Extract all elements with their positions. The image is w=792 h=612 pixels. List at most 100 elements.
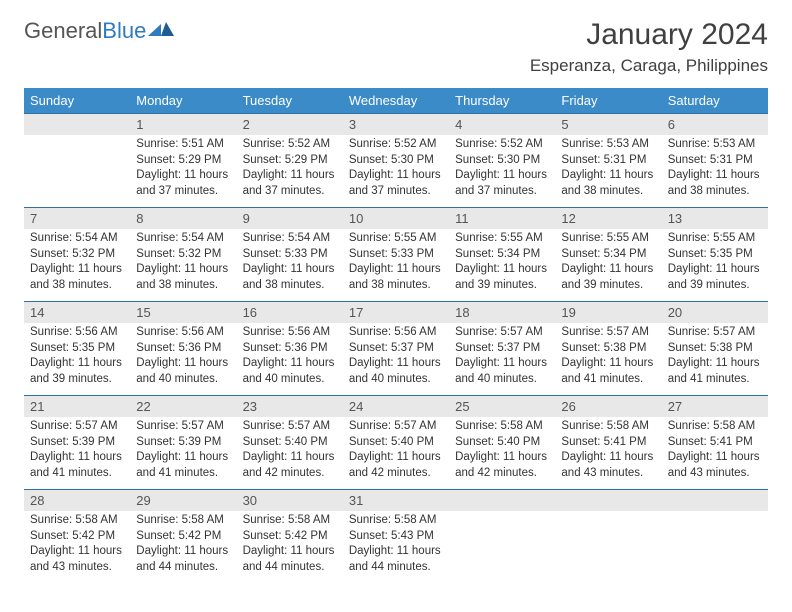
- info-line: Sunset: 5:37 PM: [455, 341, 549, 357]
- day-number-row: 28293031: [24, 490, 768, 512]
- day-header: Monday: [130, 88, 236, 114]
- day-number: 16: [237, 302, 343, 324]
- info-line: Sunrise: 5:56 AM: [243, 325, 337, 341]
- info-line: Sunrise: 5:58 AM: [349, 513, 443, 529]
- day-info: Sunrise: 5:53 AMSunset: 5:31 PMDaylight:…: [555, 135, 661, 208]
- info-line: Sunset: 5:42 PM: [30, 529, 124, 545]
- day-info: Sunrise: 5:52 AMSunset: 5:29 PMDaylight:…: [237, 135, 343, 208]
- info-line: Sunrise: 5:56 AM: [136, 325, 230, 341]
- day-number: 4: [449, 114, 555, 136]
- info-line: and 40 minutes.: [243, 372, 337, 388]
- day-header: Wednesday: [343, 88, 449, 114]
- logo-text-1: General: [24, 18, 102, 44]
- day-header: Friday: [555, 88, 661, 114]
- info-line: Sunset: 5:41 PM: [561, 435, 655, 451]
- info-line: Sunset: 5:33 PM: [349, 247, 443, 263]
- info-line: Sunrise: 5:58 AM: [668, 419, 762, 435]
- info-line: and 43 minutes.: [668, 466, 762, 482]
- info-line: Sunrise: 5:54 AM: [136, 231, 230, 247]
- info-line: and 42 minutes.: [243, 466, 337, 482]
- info-line: Sunset: 5:29 PM: [243, 153, 337, 169]
- day-info: Sunrise: 5:52 AMSunset: 5:30 PMDaylight:…: [343, 135, 449, 208]
- info-line: Sunset: 5:42 PM: [136, 529, 230, 545]
- day-number: 22: [130, 396, 236, 418]
- info-line: Daylight: 11 hours: [136, 356, 230, 372]
- info-line: Sunset: 5:30 PM: [455, 153, 549, 169]
- info-line: and 37 minutes.: [243, 184, 337, 200]
- day-info: Sunrise: 5:56 AMSunset: 5:35 PMDaylight:…: [24, 323, 130, 396]
- info-line: Daylight: 11 hours: [30, 450, 124, 466]
- day-number: 20: [662, 302, 768, 324]
- day-number-row: 21222324252627: [24, 396, 768, 418]
- day-number: 26: [555, 396, 661, 418]
- day-info: Sunrise: 5:58 AMSunset: 5:41 PMDaylight:…: [555, 417, 661, 490]
- day-number: 25: [449, 396, 555, 418]
- day-number: 23: [237, 396, 343, 418]
- info-line: Daylight: 11 hours: [455, 450, 549, 466]
- info-line: Daylight: 11 hours: [30, 544, 124, 560]
- day-number: 1: [130, 114, 236, 136]
- info-line: Daylight: 11 hours: [455, 262, 549, 278]
- day-info: Sunrise: 5:51 AMSunset: 5:29 PMDaylight:…: [130, 135, 236, 208]
- info-line: Daylight: 11 hours: [561, 450, 655, 466]
- info-line: and 41 minutes.: [30, 466, 124, 482]
- day-info: Sunrise: 5:58 AMSunset: 5:42 PMDaylight:…: [130, 511, 236, 583]
- info-line: Sunset: 5:30 PM: [349, 153, 443, 169]
- info-line: Sunrise: 5:55 AM: [349, 231, 443, 247]
- info-line: and 39 minutes.: [668, 278, 762, 294]
- info-line: and 44 minutes.: [349, 560, 443, 576]
- day-info: Sunrise: 5:58 AMSunset: 5:40 PMDaylight:…: [449, 417, 555, 490]
- info-line: and 38 minutes.: [30, 278, 124, 294]
- day-info-row: Sunrise: 5:57 AMSunset: 5:39 PMDaylight:…: [24, 417, 768, 490]
- day-info-row: Sunrise: 5:58 AMSunset: 5:42 PMDaylight:…: [24, 511, 768, 583]
- day-info-row: Sunrise: 5:51 AMSunset: 5:29 PMDaylight:…: [24, 135, 768, 208]
- info-line: Sunrise: 5:58 AM: [136, 513, 230, 529]
- info-line: and 42 minutes.: [349, 466, 443, 482]
- day-number: [555, 490, 661, 512]
- info-line: Daylight: 11 hours: [243, 450, 337, 466]
- info-line: Sunrise: 5:57 AM: [243, 419, 337, 435]
- info-line: Sunrise: 5:54 AM: [243, 231, 337, 247]
- info-line: Sunset: 5:34 PM: [561, 247, 655, 263]
- day-number: 6: [662, 114, 768, 136]
- info-line: Daylight: 11 hours: [136, 168, 230, 184]
- day-info: Sunrise: 5:53 AMSunset: 5:31 PMDaylight:…: [662, 135, 768, 208]
- info-line: Daylight: 11 hours: [455, 356, 549, 372]
- info-line: Sunrise: 5:57 AM: [561, 325, 655, 341]
- day-number: 28: [24, 490, 130, 512]
- day-info: [662, 511, 768, 583]
- day-info: Sunrise: 5:54 AMSunset: 5:32 PMDaylight:…: [24, 229, 130, 302]
- day-number: 27: [662, 396, 768, 418]
- day-number: 8: [130, 208, 236, 230]
- info-line: Sunrise: 5:57 AM: [455, 325, 549, 341]
- info-line: Daylight: 11 hours: [668, 356, 762, 372]
- day-info: Sunrise: 5:57 AMSunset: 5:39 PMDaylight:…: [130, 417, 236, 490]
- info-line: Daylight: 11 hours: [349, 168, 443, 184]
- day-number: [662, 490, 768, 512]
- calendar-table: SundayMondayTuesdayWednesdayThursdayFrid…: [24, 88, 768, 583]
- info-line: Sunrise: 5:58 AM: [243, 513, 337, 529]
- info-line: Sunset: 5:34 PM: [455, 247, 549, 263]
- info-line: Sunrise: 5:52 AM: [455, 137, 549, 153]
- info-line: Sunrise: 5:57 AM: [136, 419, 230, 435]
- day-number: 10: [343, 208, 449, 230]
- info-line: Sunset: 5:39 PM: [136, 435, 230, 451]
- info-line: Sunset: 5:39 PM: [30, 435, 124, 451]
- info-line: Sunrise: 5:55 AM: [561, 231, 655, 247]
- day-number-row: 123456: [24, 114, 768, 136]
- day-number: 7: [24, 208, 130, 230]
- day-header: Tuesday: [237, 88, 343, 114]
- info-line: Sunset: 5:29 PM: [136, 153, 230, 169]
- day-header: Thursday: [449, 88, 555, 114]
- location-text: Esperanza, Caraga, Philippines: [530, 56, 768, 76]
- info-line: Sunset: 5:37 PM: [349, 341, 443, 357]
- info-line: Sunset: 5:35 PM: [30, 341, 124, 357]
- info-line: Daylight: 11 hours: [561, 356, 655, 372]
- info-line: Sunset: 5:32 PM: [136, 247, 230, 263]
- info-line: and 44 minutes.: [243, 560, 337, 576]
- info-line: Sunrise: 5:52 AM: [243, 137, 337, 153]
- day-number: 12: [555, 208, 661, 230]
- info-line: and 44 minutes.: [136, 560, 230, 576]
- day-info: Sunrise: 5:58 AMSunset: 5:41 PMDaylight:…: [662, 417, 768, 490]
- info-line: Daylight: 11 hours: [136, 450, 230, 466]
